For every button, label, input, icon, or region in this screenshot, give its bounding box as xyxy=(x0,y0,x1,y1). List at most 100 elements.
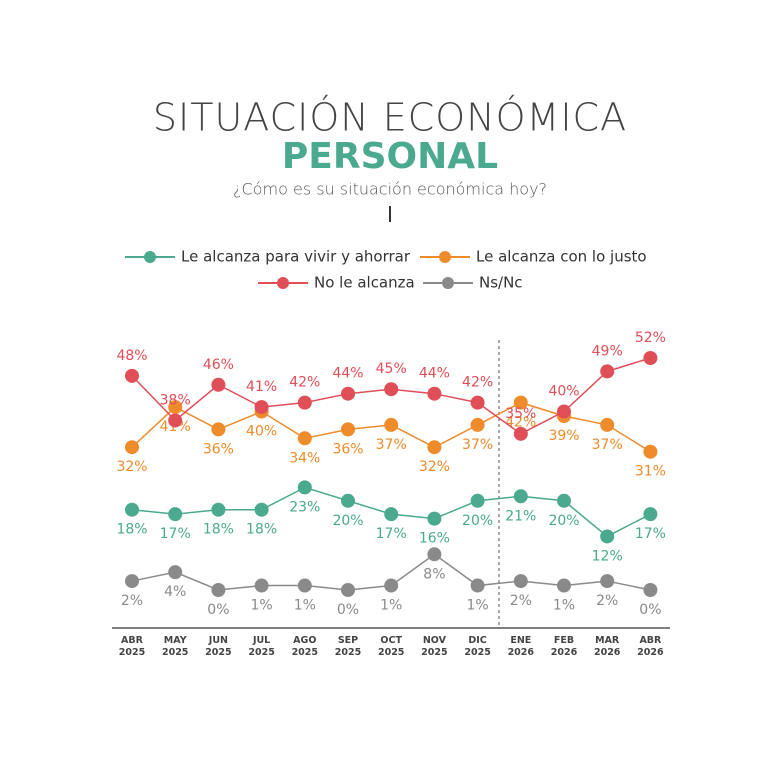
data-label: 36% xyxy=(203,441,234,457)
data-label: 45% xyxy=(376,361,407,377)
data-label: 2% xyxy=(596,593,618,609)
data-label: 46% xyxy=(203,357,234,373)
legend-label: Ns/Nc xyxy=(479,274,523,292)
x-tick-label: DIC 2025 xyxy=(464,635,490,658)
data-label: 37% xyxy=(462,437,493,453)
data-label: 20% xyxy=(462,513,493,529)
data-point xyxy=(643,351,658,365)
data-label: 38% xyxy=(160,392,191,408)
data-point xyxy=(254,502,269,517)
data-point xyxy=(557,493,571,508)
data-point xyxy=(297,431,312,446)
x-tick-label: AGO 2025 xyxy=(292,635,318,658)
data-label: 52% xyxy=(635,330,666,346)
data-point xyxy=(254,400,269,415)
data-point xyxy=(427,440,442,455)
data-label: 42% xyxy=(289,375,320,391)
data-point xyxy=(470,395,485,410)
data-label: 37% xyxy=(376,437,407,453)
x-tick-label: JUN 2025 xyxy=(205,635,231,658)
data-label: 4% xyxy=(164,584,186,600)
data-point xyxy=(600,417,615,432)
data-point xyxy=(470,417,485,432)
data-label: 40% xyxy=(246,424,277,440)
x-tick-label: MAY 2025 xyxy=(162,635,188,658)
x-tick-label: ABR 2026 xyxy=(637,635,664,658)
data-label: 49% xyxy=(592,343,623,359)
data-label: 0% xyxy=(207,602,229,618)
data-label: 20% xyxy=(332,513,363,529)
legend-marker xyxy=(442,277,454,289)
data-point xyxy=(600,529,615,544)
data-point xyxy=(168,507,183,522)
data-point xyxy=(384,382,399,397)
data-point xyxy=(297,480,312,495)
data-point xyxy=(341,493,355,508)
data-point xyxy=(211,377,226,392)
data-label: 20% xyxy=(548,513,579,529)
data-point xyxy=(168,413,183,428)
data-label: 44% xyxy=(419,366,450,382)
data-point xyxy=(600,574,615,589)
chart-title: SITUACIÓN ECONÓMICA xyxy=(153,96,627,140)
data-point xyxy=(341,386,355,401)
data-point xyxy=(427,386,442,401)
data-point xyxy=(513,395,528,410)
data-point xyxy=(297,395,312,410)
data-point xyxy=(470,493,485,508)
legend-label: No le alcanza xyxy=(314,274,415,292)
data-point xyxy=(168,565,183,580)
data-label: 1% xyxy=(466,598,488,614)
data-label: 0% xyxy=(639,602,661,618)
data-label: 1% xyxy=(380,598,402,614)
data-label: 42% xyxy=(505,415,536,431)
data-point xyxy=(211,422,226,437)
data-point xyxy=(643,583,658,597)
data-label: 1% xyxy=(553,598,575,614)
data-label: 1% xyxy=(294,598,316,614)
x-tick-label: NOV 2025 xyxy=(421,635,447,658)
data-point xyxy=(427,547,442,562)
data-point xyxy=(297,578,312,593)
data-label: 42% xyxy=(462,375,493,391)
question: ¿Cómo es su situación económica hoy? xyxy=(233,180,547,199)
data-point xyxy=(384,417,399,432)
x-tick-label: JUL 2025 xyxy=(248,635,274,658)
data-point xyxy=(211,583,226,597)
x-tick-label: MAR 2026 xyxy=(594,635,621,658)
x-tick-label: OCT 2025 xyxy=(378,635,404,658)
data-point xyxy=(557,404,571,419)
data-point xyxy=(211,502,226,517)
data-label: 8% xyxy=(423,566,445,582)
data-label: 21% xyxy=(505,508,536,524)
data-label: 18% xyxy=(116,522,147,538)
legend-marker xyxy=(439,251,451,263)
data-label: 37% xyxy=(592,437,623,453)
data-point xyxy=(125,368,139,383)
data-label: 17% xyxy=(635,526,666,542)
data-label: 39% xyxy=(548,428,579,444)
data-point xyxy=(341,422,355,437)
data-point xyxy=(557,578,571,593)
data-point xyxy=(513,489,528,504)
x-tick-label: ABR 2025 xyxy=(119,635,145,658)
x-tick-label: SEP 2025 xyxy=(335,635,361,658)
data-label: 1% xyxy=(250,598,272,614)
data-label: 18% xyxy=(203,522,234,538)
data-point xyxy=(125,440,139,455)
data-label: 36% xyxy=(332,441,363,457)
legend-label: Le alcanza para vivir y ahorrar xyxy=(181,248,411,266)
x-tick-label: ENE 2026 xyxy=(508,635,535,658)
data-label: 23% xyxy=(289,499,320,515)
chart-subtitle: PERSONAL xyxy=(282,136,498,177)
data-label: 2% xyxy=(121,593,143,609)
data-point xyxy=(470,578,485,593)
legend-marker xyxy=(144,251,156,263)
data-label: 31% xyxy=(635,464,666,480)
data-label: 35% xyxy=(505,406,536,422)
data-point xyxy=(168,400,183,415)
data-point xyxy=(341,583,355,597)
data-label: 17% xyxy=(160,526,191,542)
data-label: 48% xyxy=(116,348,147,364)
